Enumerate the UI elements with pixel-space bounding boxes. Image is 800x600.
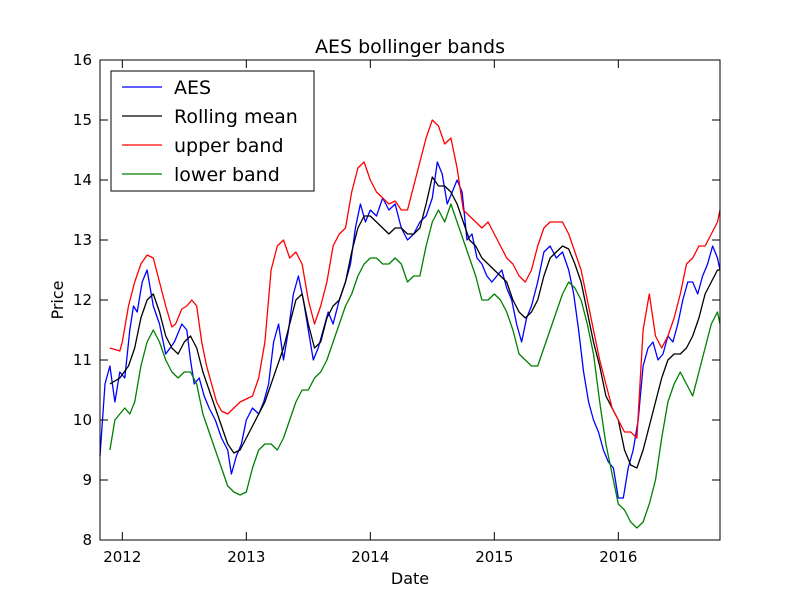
x-tick-label: 2014 (351, 548, 389, 566)
y-tick-label: 9 (82, 471, 92, 489)
legend-label-3: lower band (174, 164, 280, 186)
series-line-3 (109, 203, 721, 529)
y-tick-label: 10 (73, 411, 92, 429)
legend: AES Rolling mean upper band lower band (110, 70, 315, 192)
series-line-2 (109, 119, 721, 439)
x-tick-label: 2016 (599, 548, 637, 566)
y-axis-title: Price (48, 280, 67, 319)
x-axis: 2012 2013 2014 2015 2016 (103, 60, 637, 566)
plot-area (99, 119, 721, 529)
chart-title: AES bollinger bands (315, 36, 505, 58)
y-tick-label: 11 (73, 351, 92, 369)
y-tick-label: 15 (73, 111, 92, 129)
y-tick-label: 14 (73, 171, 92, 189)
series-line-1 (109, 176, 720, 469)
y-tick-label: 13 (73, 231, 92, 249)
y-tick-label: 16 (73, 51, 92, 69)
legend-label-0: AES (174, 77, 211, 99)
legend-box (110, 70, 315, 192)
legend-label-2: upper band (174, 135, 284, 157)
legend-label-1: Rolling mean (174, 106, 298, 128)
x-axis-title: Date (391, 569, 429, 588)
series-line-0 (99, 161, 721, 499)
x-tick-label: 2015 (475, 548, 513, 566)
y-tick-label: 8 (82, 531, 92, 549)
x-tick-label: 2013 (227, 548, 265, 566)
x-tick-label: 2012 (103, 548, 141, 566)
y-axis: 8 9 10 11 12 13 14 15 16 (73, 51, 720, 549)
y-tick-label: 12 (73, 291, 92, 309)
